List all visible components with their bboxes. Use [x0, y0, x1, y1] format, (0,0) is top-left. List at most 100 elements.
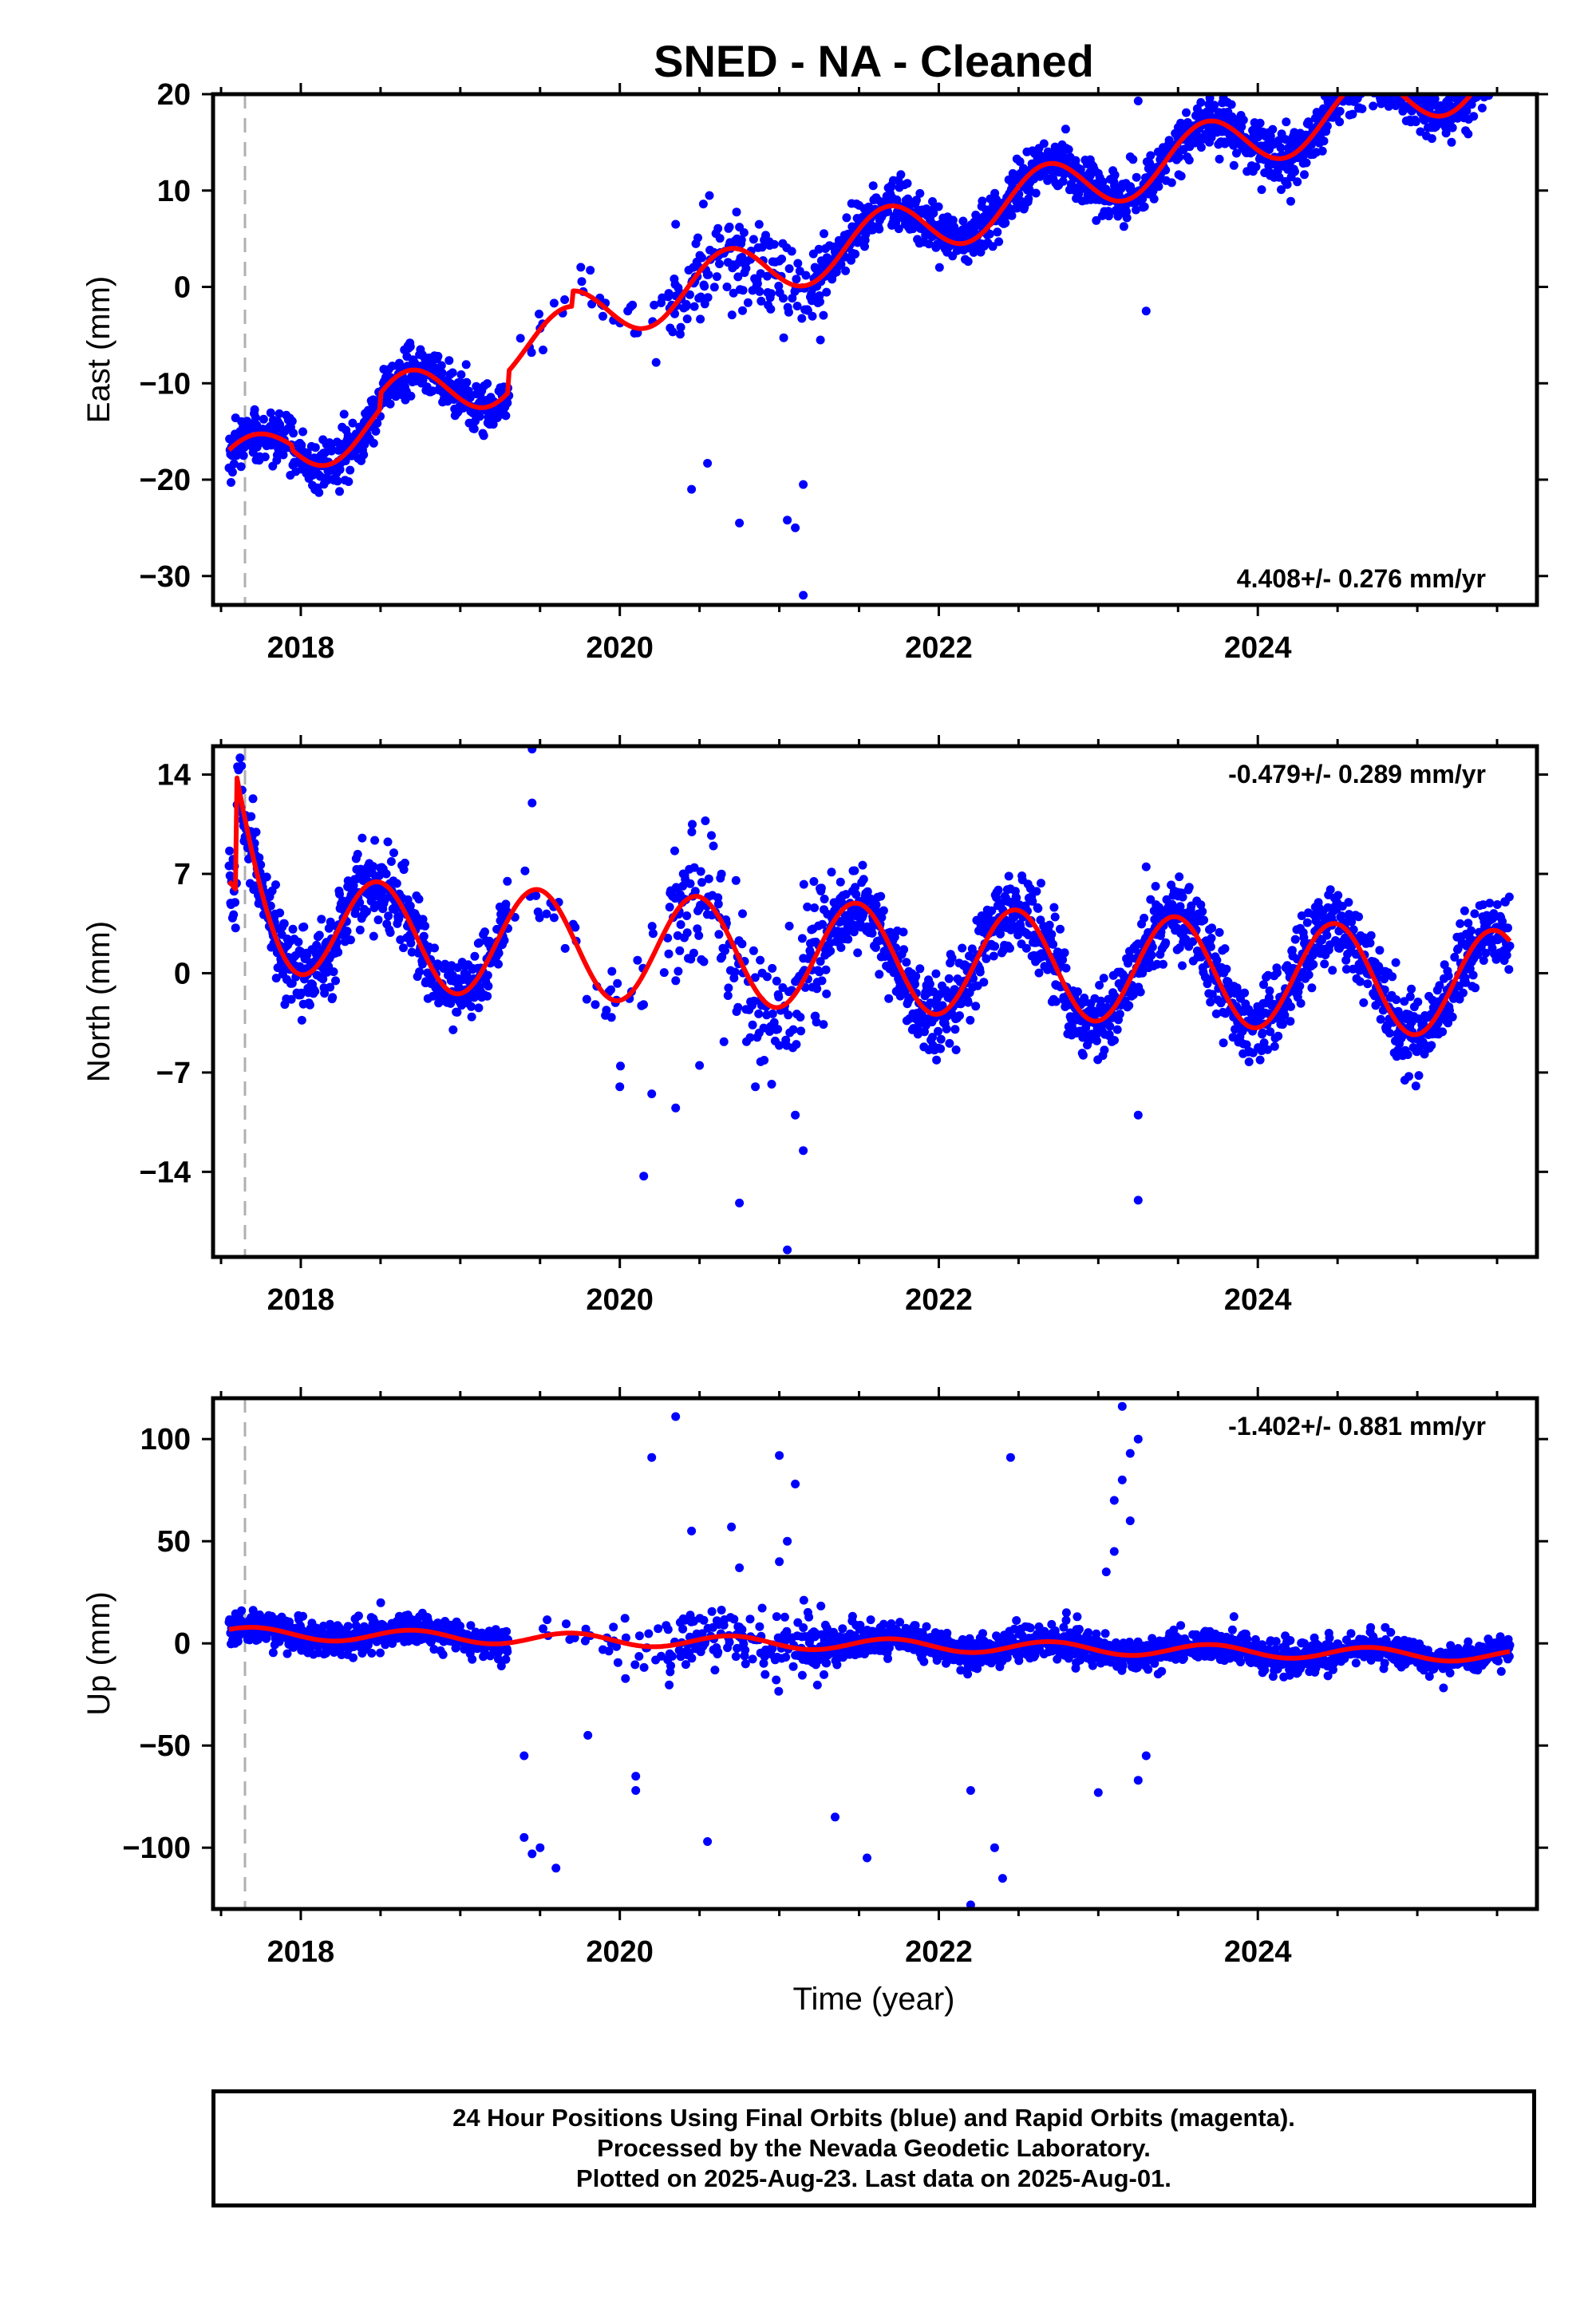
north-data-point	[704, 874, 713, 883]
north-data-point	[936, 1044, 946, 1053]
east-data-point	[488, 420, 498, 429]
east-data-point	[1497, 77, 1506, 86]
north-data-point	[1196, 900, 1206, 910]
north-data-point	[1021, 943, 1031, 953]
east-data-point	[1462, 106, 1472, 116]
north-data-point	[1407, 984, 1416, 994]
up-data-point	[349, 1653, 358, 1662]
north-data-point	[1355, 977, 1365, 986]
up-data-point	[429, 1645, 439, 1654]
north-data-point	[1198, 907, 1207, 916]
north-data-point	[1231, 1025, 1240, 1034]
north-data-point	[1349, 925, 1358, 935]
east-data-point	[1493, 72, 1502, 81]
north-data-point	[1050, 912, 1060, 922]
north-data-point	[963, 998, 973, 1007]
north-data-point	[299, 922, 309, 931]
north-data-point	[1448, 1012, 1457, 1022]
east-data-point	[847, 255, 855, 265]
north-data-point	[1207, 934, 1216, 943]
north-data-point	[483, 970, 492, 980]
north-data-point	[1100, 1045, 1109, 1055]
east-data-point	[1400, 77, 1408, 86]
east-data-point	[1389, 65, 1397, 73]
north-data-point	[1242, 1040, 1251, 1049]
east-data-point	[774, 282, 784, 290]
east-data-point	[1229, 160, 1238, 170]
east-data-point	[462, 377, 472, 387]
north-data-point	[1444, 971, 1453, 981]
north-data-point	[602, 1006, 611, 1015]
east-data-point	[755, 287, 764, 296]
north-data-point	[784, 1010, 793, 1020]
north-data-point	[399, 943, 408, 953]
east-data-point	[1418, 84, 1427, 93]
east-data-point	[1361, 60, 1370, 69]
north-data-point	[754, 1009, 764, 1018]
north-data-point	[582, 994, 591, 1004]
north-data-point	[346, 935, 355, 945]
north-data-point	[234, 727, 243, 736]
north-data-point	[843, 935, 853, 944]
north-data-point	[535, 913, 544, 923]
north-data-point	[938, 1001, 947, 1010]
east-data-point	[712, 272, 721, 282]
east-data-point	[1344, 81, 1353, 90]
north-data-point	[792, 1040, 801, 1049]
east-data-point	[1487, 61, 1496, 69]
east-data-point	[1427, 134, 1436, 144]
north-data-point	[318, 974, 328, 984]
north-data-point	[1504, 965, 1514, 974]
east-data-point	[437, 361, 446, 370]
north-data-point	[1307, 983, 1317, 993]
east-data-point	[1167, 178, 1176, 188]
north-data-point	[1502, 951, 1511, 960]
north-data-point	[467, 1002, 476, 1011]
east-data-point	[715, 234, 725, 243]
north-data-point	[936, 1034, 946, 1044]
north-data-point	[1222, 964, 1231, 974]
north-data-point	[762, 972, 772, 982]
north-data-point	[405, 901, 415, 911]
north-data-point	[809, 877, 819, 886]
north-data-point	[1286, 1017, 1295, 1026]
east-data-point	[1485, 72, 1494, 81]
north-data-point	[452, 1007, 462, 1017]
east-data-point	[1486, 46, 1495, 55]
east-data-point	[788, 294, 797, 303]
east-data-point	[757, 296, 766, 306]
east-data-point	[841, 266, 851, 275]
north-data-point	[694, 931, 704, 940]
east-data-point	[1367, 61, 1376, 69]
north-data-point	[1363, 979, 1373, 989]
east-data-point	[344, 477, 354, 486]
north-data-point	[971, 1002, 981, 1011]
north-data-point	[342, 927, 352, 936]
east-data-point	[1448, 85, 1457, 93]
north-data-point	[475, 938, 484, 947]
north-data-point	[591, 1000, 600, 1010]
north-data-point	[699, 957, 709, 966]
east-data-point	[704, 270, 713, 279]
north-data-point	[915, 964, 925, 974]
east-data-point	[1503, 45, 1512, 53]
north-y-tick-label: −14	[140, 1156, 191, 1189]
north-data-point	[1148, 943, 1157, 952]
east-data-point	[1317, 146, 1327, 156]
north-data-point	[549, 913, 559, 923]
north-data-point	[730, 967, 740, 977]
north-data-point	[1481, 948, 1491, 958]
north-x-tick-label: 2024	[1224, 1283, 1292, 1317]
north-outlier-point	[248, 794, 258, 804]
north-data-point	[951, 1045, 961, 1054]
north-data-point	[607, 966, 617, 976]
north-data-point	[500, 935, 509, 945]
east-data-point	[289, 429, 298, 438]
east-data-point	[535, 310, 543, 318]
north-data-point	[305, 1000, 314, 1010]
north-data-point	[945, 1038, 954, 1048]
north-data-point	[1435, 981, 1444, 990]
north-data-point	[334, 947, 343, 957]
north-data-point	[415, 967, 425, 977]
east-data-point	[1122, 207, 1132, 216]
